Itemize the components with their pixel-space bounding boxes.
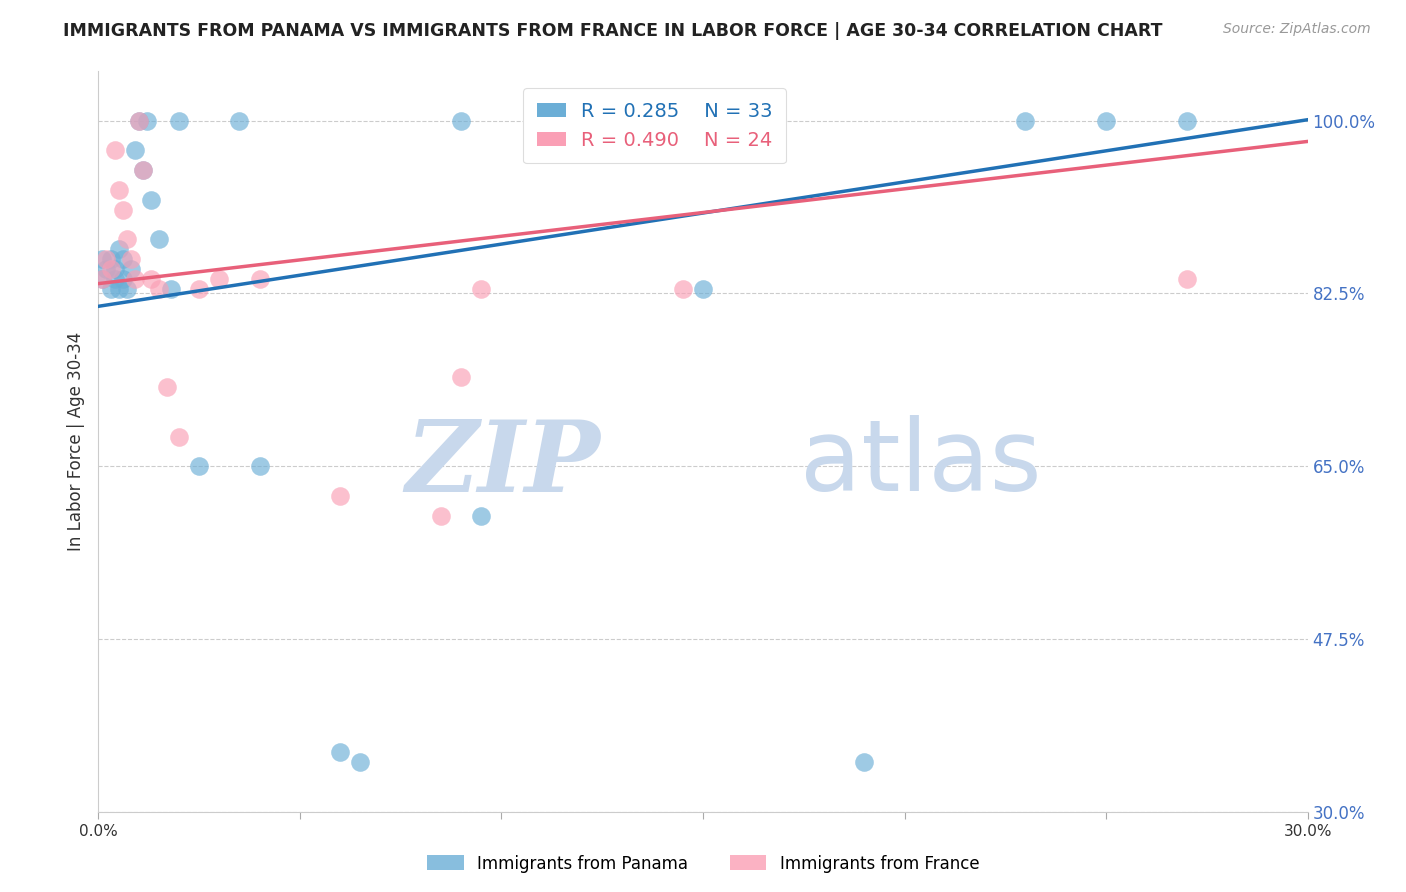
Point [91, 271, 114, 285]
Point [107, 242, 129, 256]
Point [167, 429, 190, 443]
Point [107, 281, 129, 295]
Point [167, 113, 190, 128]
Point [96, 252, 118, 266]
Point [128, 113, 150, 128]
Point [91, 271, 114, 285]
Point [430, 508, 453, 523]
Point [103, 144, 125, 158]
Text: IMMIGRANTS FROM PANAMA VS IMMIGRANTS FROM FRANCE IN LABOR FORCE | AGE 30-34 CORR: IMMIGRANTS FROM PANAMA VS IMMIGRANTS FRO… [63, 22, 1163, 40]
Point [120, 252, 142, 266]
Point [1095, 113, 1118, 128]
Point [156, 380, 179, 394]
Point [450, 370, 472, 384]
Point [124, 271, 146, 285]
Point [470, 281, 492, 295]
Text: atlas: atlas [800, 416, 1042, 512]
Point [111, 202, 134, 217]
Point [100, 252, 122, 266]
Point [139, 193, 162, 207]
Point [107, 183, 129, 197]
Point [111, 252, 134, 266]
Point [96, 261, 118, 276]
Point [100, 261, 122, 276]
Point [228, 113, 250, 128]
Point [470, 508, 492, 523]
Point [148, 281, 170, 295]
Point [111, 271, 134, 285]
Point [672, 281, 695, 295]
Text: Source: ZipAtlas.com: Source: ZipAtlas.com [1223, 22, 1371, 37]
Point [692, 281, 714, 295]
Point [160, 281, 183, 295]
Point [208, 271, 231, 285]
Point [853, 756, 876, 770]
Point [249, 459, 271, 474]
Point [128, 113, 150, 128]
Point [132, 163, 155, 178]
Point [188, 459, 211, 474]
Point [103, 261, 125, 276]
Point [103, 271, 125, 285]
Point [139, 271, 162, 285]
Point [349, 756, 371, 770]
Point [1175, 113, 1198, 128]
Point [450, 113, 472, 128]
Point [132, 163, 155, 178]
Point [91, 252, 114, 266]
Point [329, 489, 352, 503]
Point [100, 281, 122, 295]
Point [329, 746, 352, 760]
Point [249, 271, 271, 285]
Y-axis label: In Labor Force | Age 30-34: In Labor Force | Age 30-34 [66, 332, 84, 551]
Text: ZIP: ZIP [405, 416, 600, 512]
Point [135, 113, 157, 128]
Point [188, 281, 211, 295]
Point [1014, 113, 1036, 128]
Point [1175, 271, 1198, 285]
Point [120, 261, 142, 276]
Point [115, 232, 138, 246]
Point [124, 144, 146, 158]
Legend: Immigrants from Panama, Immigrants from France: Immigrants from Panama, Immigrants from … [420, 848, 986, 880]
Legend: R = 0.285    N = 33, R = 0.490    N = 24: R = 0.285 N = 33, R = 0.490 N = 24 [523, 88, 786, 163]
Point [115, 281, 138, 295]
Point [148, 232, 170, 246]
